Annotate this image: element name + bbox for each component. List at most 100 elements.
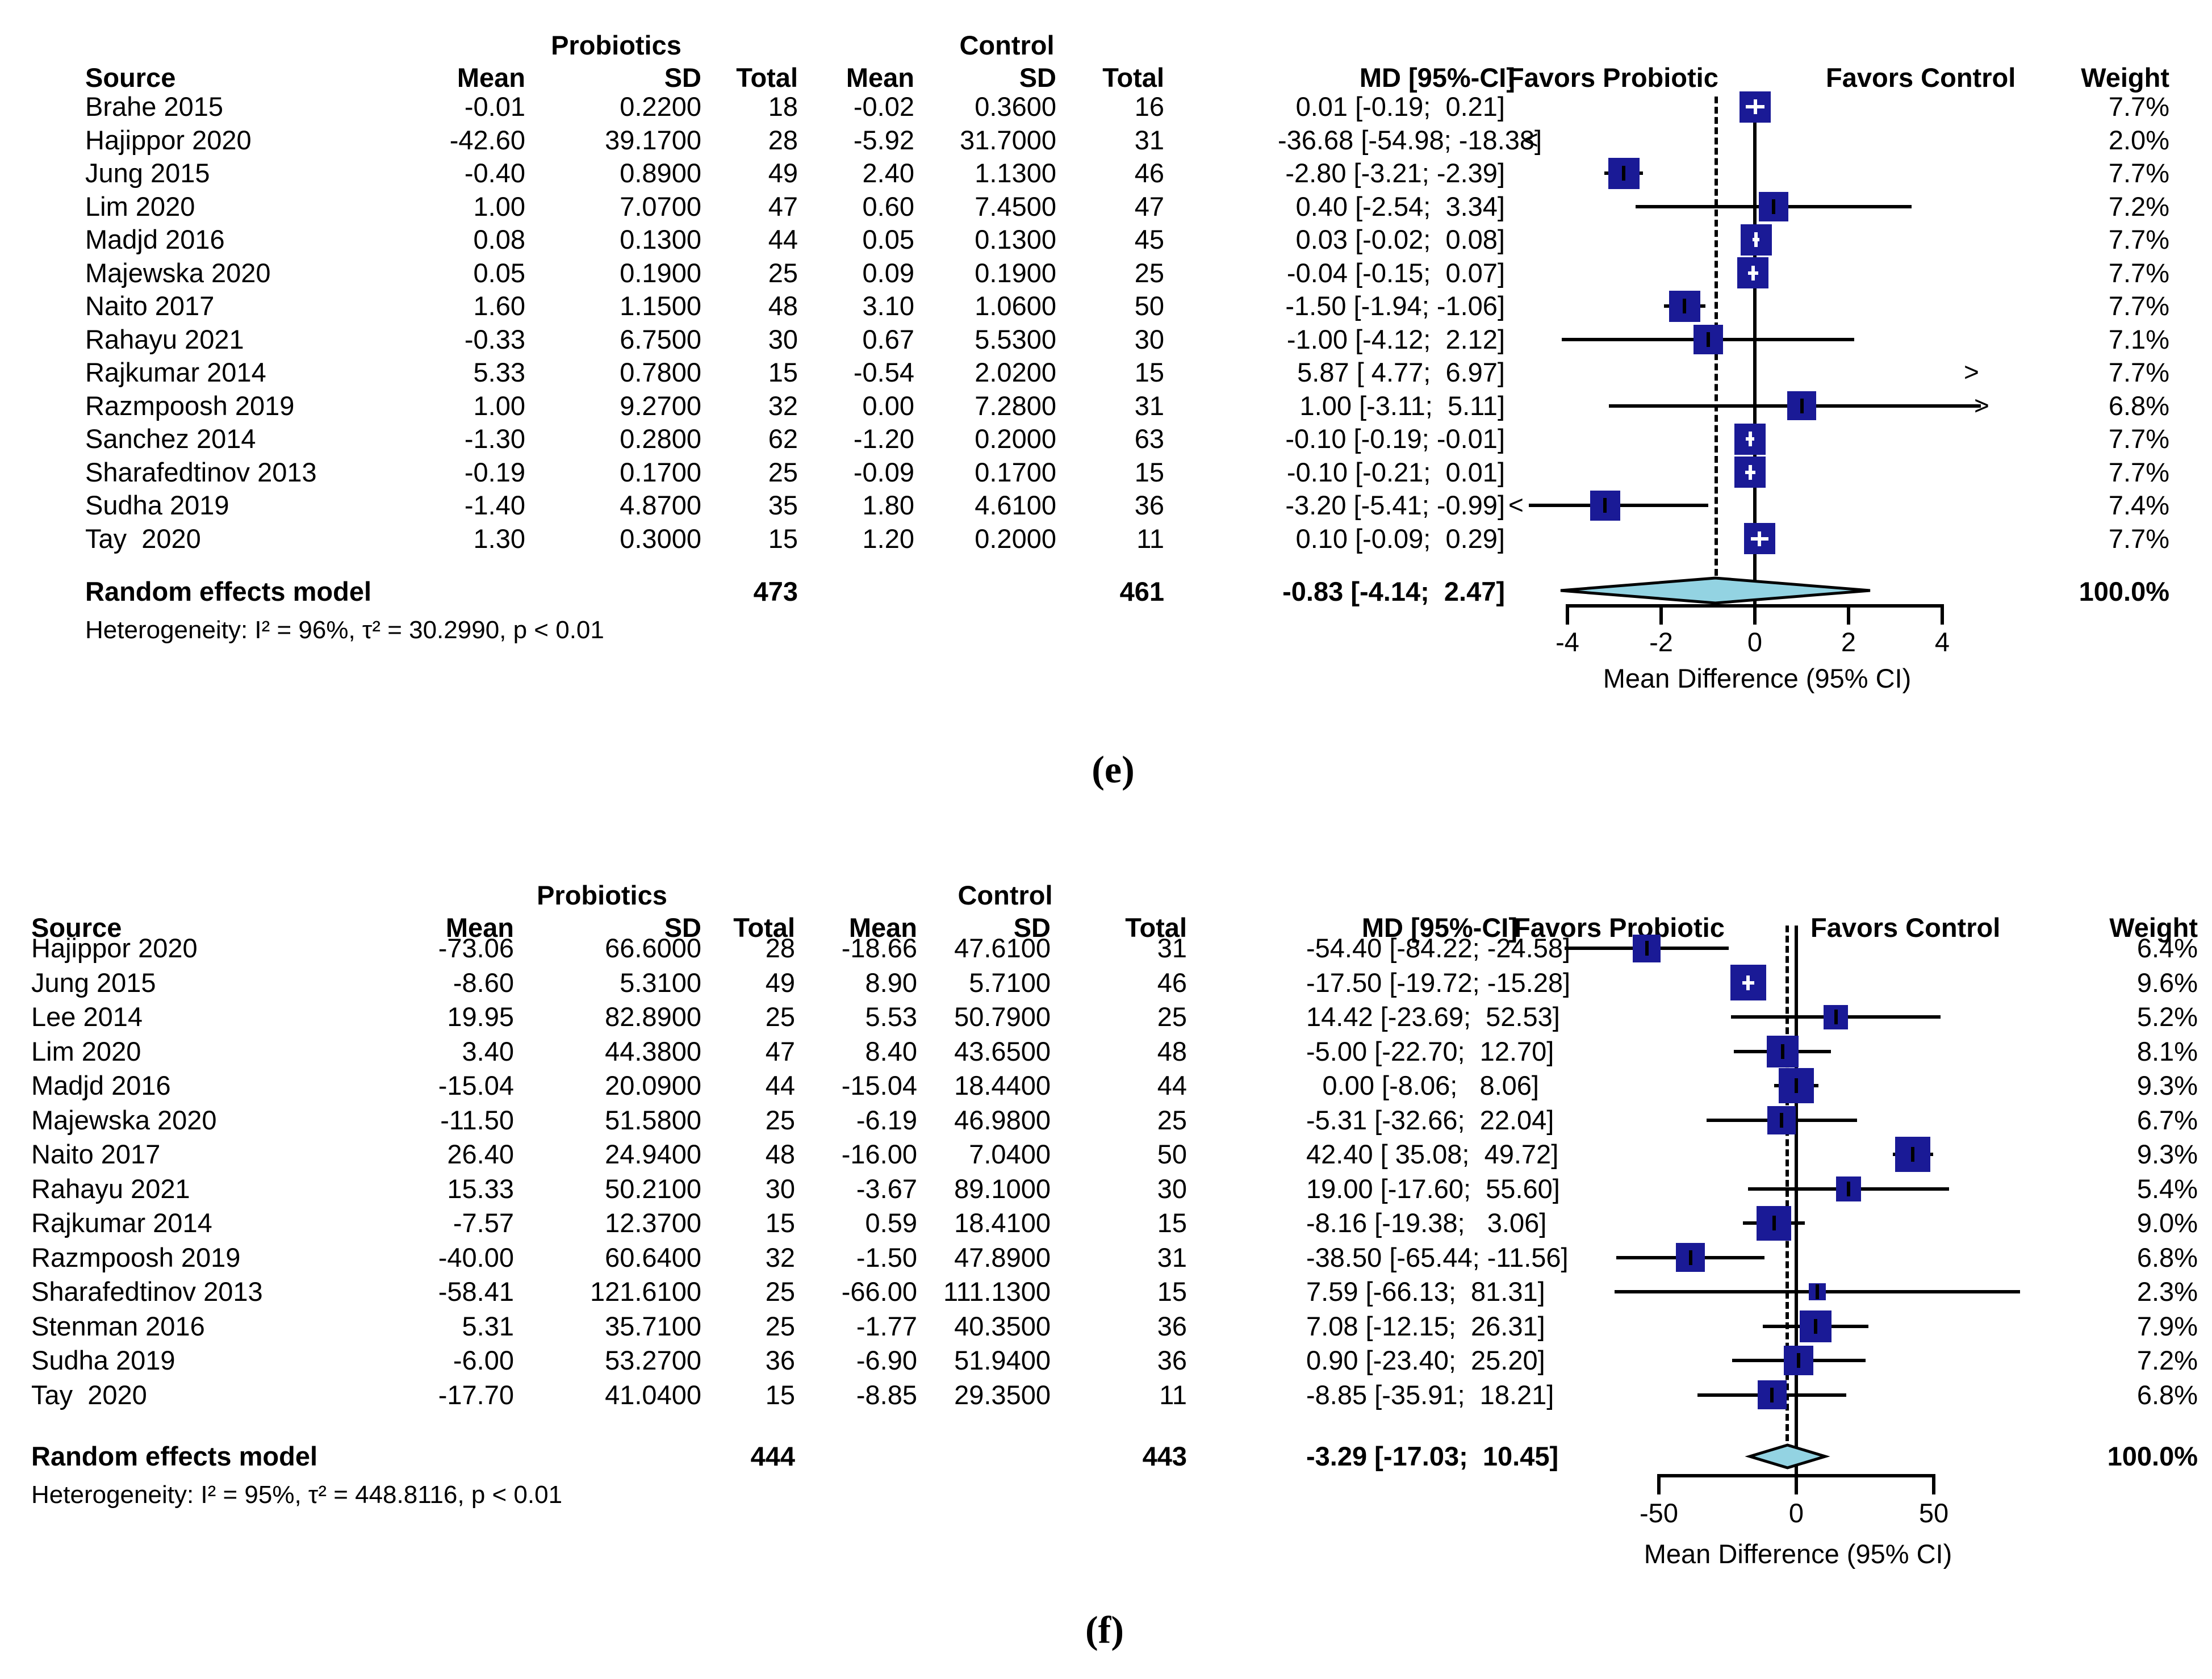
panel-label-e: (e): [1092, 748, 1135, 791]
col-header-sd-control: SD: [1013, 912, 1051, 943]
point-marker-v: [1770, 1387, 1774, 1402]
cell-mean: -11.50: [440, 1104, 514, 1135]
point-marker-v: [1800, 398, 1804, 413]
cell-c_total: 31: [1134, 124, 1164, 155]
panel-label-f: (f): [1085, 1608, 1124, 1651]
heterogeneity-note: Heterogeneity: I² = 96%, τ² = 30.2990, p…: [85, 616, 604, 644]
cell-sd: 0.2800: [620, 424, 701, 454]
cell-total: 30: [765, 1173, 795, 1204]
zero-line: [1795, 926, 1798, 1474]
cell-c_total: 25: [1134, 257, 1164, 288]
study-source: Jung 2015: [31, 967, 156, 998]
cell-sd: 9.2700: [620, 390, 701, 421]
point-marker-v: [1772, 1216, 1776, 1230]
x-axis-tick: [1659, 604, 1663, 625]
point-marker-v: [1748, 464, 1752, 480]
cell-c_total: 31: [1134, 390, 1164, 421]
cell-md_text: 7.08 [-12.15; 26.31]: [1306, 1310, 1545, 1341]
cell-md_text: 1.00 [-3.11; 5.11]: [1299, 390, 1505, 421]
cell-c_mean: 3.10: [862, 291, 914, 321]
ci-left-arrow-icon: <: [1508, 490, 1524, 520]
x-axis-tick: [1941, 604, 1944, 625]
cell-c_sd: 1.0600: [975, 291, 1056, 321]
cell-c_mean: 0.05: [862, 224, 914, 254]
cell-sd: 60.6400: [605, 1242, 701, 1272]
study-source: Razmpoosh 2019: [85, 390, 295, 421]
cell-sd: 5.3100: [620, 967, 701, 998]
cell-c_total: 15: [1157, 1276, 1187, 1307]
point-marker-v: [1758, 531, 1762, 546]
point-marker-v: [1706, 332, 1710, 347]
point-marker-v: [1797, 1353, 1801, 1368]
cell-c_sd: 5.7100: [969, 967, 1051, 998]
cell-c_mean: 8.90: [865, 967, 917, 998]
group-header-control: Control: [957, 880, 1053, 910]
cell-weight: 7.2%: [2136, 1345, 2198, 1375]
x-axis-tick-label: -4: [1555, 627, 1579, 657]
cell-mean: -42.60: [449, 124, 525, 155]
cell-c_total: 36: [1157, 1310, 1187, 1341]
x-axis-tick-label: 50: [1918, 1498, 1949, 1528]
cell-weight: 6.4%: [2136, 933, 2198, 963]
cell-c_sd: 7.0400: [969, 1139, 1051, 1169]
summary-md: -3.29 [-17.03; 10.45]: [1306, 1441, 1559, 1471]
study-source: Rajkumar 2014: [85, 357, 266, 387]
cell-c_total: 44: [1157, 1070, 1187, 1100]
cell-c_mean: -6.90: [856, 1345, 917, 1375]
cell-mean: 5.31: [462, 1310, 514, 1341]
cell-c_sd: 0.1300: [975, 224, 1056, 254]
study-source: Stenman 2016: [31, 1310, 205, 1341]
study-source: Madjd 2016: [31, 1070, 171, 1100]
cell-mean: -58.41: [438, 1276, 514, 1307]
cell-md_text: 0.10 [-0.09; 0.29]: [1295, 523, 1505, 554]
study-source: Sharafedtinov 2013: [85, 457, 317, 487]
cell-c_sd: 31.7000: [960, 124, 1056, 155]
cell-total: 44: [765, 1070, 795, 1100]
cell-weight: 7.7%: [2108, 224, 2169, 254]
summary-label: Random effects model: [31, 1441, 318, 1471]
cell-c_total: 15: [1157, 1208, 1187, 1238]
cell-c_sd: 40.3500: [954, 1310, 1051, 1341]
cell-c_sd: 47.8900: [954, 1242, 1051, 1272]
cell-mean: 1.00: [473, 191, 525, 221]
cell-c_mean: -5.92: [853, 124, 914, 155]
cell-total: 18: [768, 91, 798, 122]
point-marker-v: [1688, 1250, 1692, 1265]
cell-c_mean: -1.50: [856, 1242, 917, 1272]
study-source: Naito 2017: [85, 291, 215, 321]
point-marker-v: [1683, 299, 1687, 313]
cell-mean: 15.33: [447, 1173, 514, 1204]
point-marker-v: [1772, 199, 1775, 214]
cell-c_total: 31: [1157, 1242, 1187, 1272]
cell-weight: 6.8%: [2108, 390, 2169, 421]
col-header-total: Total: [736, 62, 798, 93]
summary-label: Random effects model: [85, 576, 372, 606]
cell-c_mean: 0.67: [862, 324, 914, 354]
cell-c_mean: 0.00: [862, 390, 914, 421]
cell-total: 25: [765, 1310, 795, 1341]
cell-mean: -8.60: [453, 967, 514, 998]
cell-c_sd: 0.3600: [975, 91, 1056, 122]
cell-c_sd: 0.2000: [975, 424, 1056, 454]
cell-sd: 0.1700: [620, 457, 701, 487]
cell-total: 25: [768, 457, 798, 487]
cell-c_total: 48: [1157, 1036, 1187, 1066]
summary-diamond: [1744, 1443, 1830, 1469]
x-axis-tick-label: 0: [1788, 1498, 1804, 1528]
cell-md_text: 0.01 [-0.19; 0.21]: [1295, 91, 1505, 122]
study-source: Hajippor 2020: [85, 124, 252, 155]
point-marker-v: [1746, 975, 1750, 990]
summary-weight: 100.0%: [2107, 1441, 2198, 1471]
cell-weight: 7.7%: [2108, 158, 2169, 188]
cell-c_total: 15: [1134, 457, 1164, 487]
col-header-md: MD [95%-CI]: [1361, 912, 1517, 943]
cell-c_mean: -66.00: [841, 1276, 917, 1307]
study-source: Majewska 2020: [85, 257, 271, 288]
cell-weight: 7.7%: [2108, 523, 2169, 554]
cell-mean: 26.40: [447, 1139, 514, 1169]
cell-sd: 121.6100: [589, 1276, 701, 1307]
cell-total: 35: [768, 490, 798, 520]
cell-total: 47: [768, 191, 798, 221]
cell-c_sd: 0.1700: [975, 457, 1056, 487]
cell-sd: 66.6000: [605, 933, 701, 963]
